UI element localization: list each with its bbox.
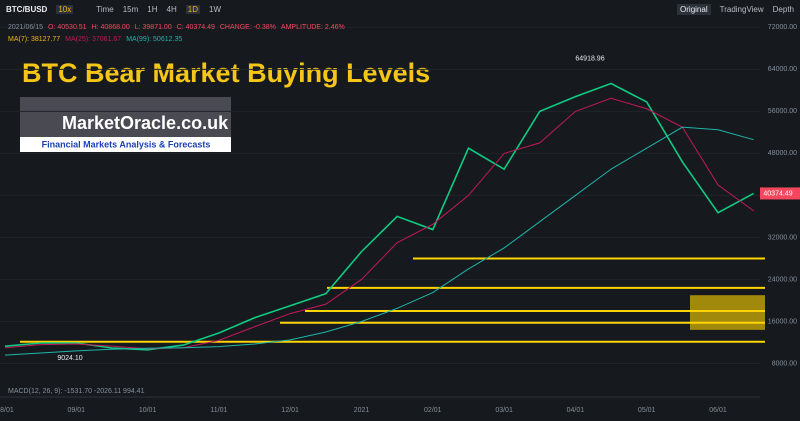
view-tab[interactable]: TradingView <box>719 4 764 14</box>
interval[interactable]: Time <box>96 4 114 14</box>
x-tick-label: 02/01 <box>424 407 442 414</box>
annotation: 64918.96 <box>575 55 604 62</box>
macd-label: MACD(12, 26, 9): -1531.70 -2026.11 994.4… <box>8 388 145 395</box>
interval[interactable]: 4H <box>166 4 177 14</box>
ma-field: MA(7): 38127.77 <box>8 36 61 43</box>
chart-title: BTC Bear Market Buying Levels <box>22 58 430 88</box>
y-tick-label: 8000.00 <box>772 360 797 367</box>
interval[interactable]: 1W <box>209 4 221 14</box>
x-tick-label: 12/01 <box>281 407 299 414</box>
x-tick-label: 10/01 <box>139 407 157 414</box>
x-tick-label: 06/01 <box>709 407 727 414</box>
interval[interactable]: 1D <box>185 4 200 14</box>
ohlc-field: O: 40530.51 <box>48 24 87 31</box>
y-tick-label: 16000.00 <box>768 318 797 325</box>
brand: MarketOracle.co.uk <box>62 113 229 133</box>
x-tick-label: 05/01 <box>638 407 656 414</box>
y-tick-label: 24000.00 <box>768 276 797 283</box>
last-price-tag <box>760 187 800 200</box>
pair[interactable]: BTC/BUSD <box>6 4 48 14</box>
ohlc-field: 2021/06/15 <box>8 24 44 31</box>
annotation: 40374.49 <box>763 190 792 197</box>
x-tick-label: 2021 <box>354 407 370 414</box>
ohlc-row: 2021/06/15 O: 40530.51 H: 40868.00 L: 39871… <box>8 24 345 31</box>
x-tick-label: 09/01 <box>68 407 86 414</box>
ma-field: MA(25): 37061.67 <box>65 36 122 43</box>
x-tick-label: 08/01 <box>0 407 14 414</box>
y-tick-label: 56000.00 <box>768 108 797 115</box>
interval[interactable]: 15m <box>122 4 139 14</box>
buy-zone <box>690 295 765 330</box>
leverage[interactable]: 10x <box>56 4 74 14</box>
x-tick-label: 11/01 <box>210 407 227 414</box>
logo-band <box>20 97 231 137</box>
macd-row: MACD(12, 26, 9): -1531.70 -2026.11 994.4… <box>8 388 144 395</box>
y-tick-label: 64000.00 <box>768 66 797 73</box>
series-line <box>4 126 754 356</box>
y-tick-label: 32000.00 <box>768 234 797 241</box>
series-line <box>4 97 754 350</box>
ohlc-field: C: 40374.49 <box>176 24 215 31</box>
annotation: 9024.10 <box>57 355 82 362</box>
ohlc-field: L: 39871.00 <box>134 24 172 31</box>
y-tick-label: 48000.00 <box>768 150 797 157</box>
ohlc-field: AMPLITUDE: 2.46% <box>280 24 345 31</box>
ma-row: MA(7): 38127.77 MA(25): 37061.67 MA(99): 5… <box>8 36 182 43</box>
view-tab[interactable]: Original <box>677 3 711 15</box>
ohlc-field: CHANGE: -0.38% <box>219 24 276 31</box>
ma-field: MA(99): 50612.35 <box>126 36 183 43</box>
ohlc-field: H: 40868.00 <box>91 24 130 31</box>
y-tick-label: 72000.00 <box>768 24 797 31</box>
interval[interactable]: 1H <box>147 4 158 14</box>
view-tab[interactable]: Depth <box>772 4 794 14</box>
toolbar: BTC/BUSD 10x Time 15m 1H 4H 1D 1W Original Tradin… <box>0 0 800 18</box>
tagline: Financial Markets Analysis & Forecasts <box>42 139 211 149</box>
x-tick-label: 04/01 <box>567 407 585 414</box>
x-tick-label: 03/01 <box>495 407 513 414</box>
